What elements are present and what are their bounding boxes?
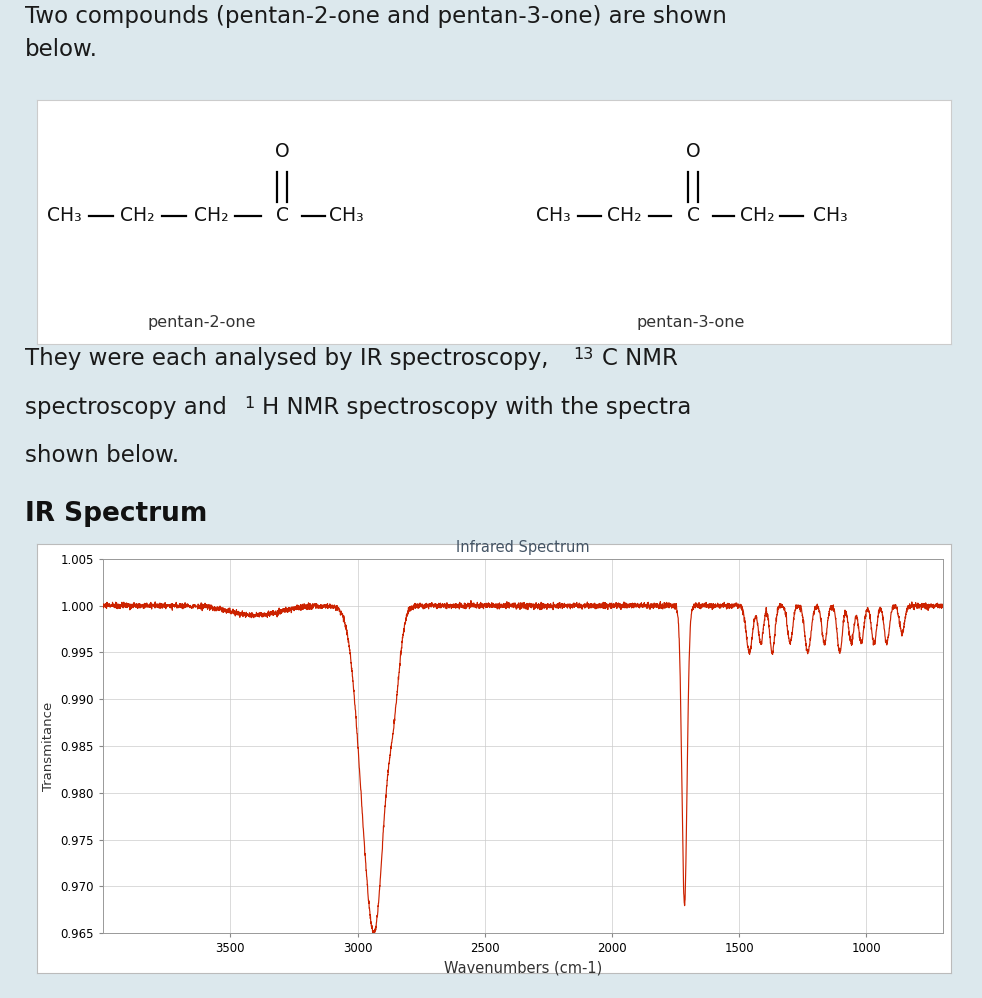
Text: They were each analysed by IR spectroscopy,: They were each analysed by IR spectrosco…	[25, 347, 555, 370]
Text: shown below.: shown below.	[25, 444, 179, 467]
Text: pentan-3-one: pentan-3-one	[636, 315, 744, 330]
Text: CH₂: CH₂	[739, 207, 774, 226]
Text: CH₃: CH₃	[329, 207, 363, 226]
Text: pentan-2-one: pentan-2-one	[147, 315, 256, 330]
Text: C: C	[686, 207, 699, 226]
Title: Infrared Spectrum: Infrared Spectrum	[456, 540, 590, 555]
Text: 1: 1	[245, 395, 255, 410]
Text: O: O	[685, 143, 700, 162]
Text: C: C	[276, 207, 289, 226]
Text: Two compounds (pentan-2-one and pentan-3-one) are shown
below.: Two compounds (pentan-2-one and pentan-3…	[25, 5, 727, 61]
Text: 13: 13	[573, 347, 593, 362]
Text: O: O	[275, 143, 290, 162]
Text: CH₂: CH₂	[193, 207, 228, 226]
Text: CH₂: CH₂	[607, 207, 642, 226]
Text: CH₃: CH₃	[47, 207, 82, 226]
Text: CH₃: CH₃	[813, 207, 847, 226]
Text: CH₂: CH₂	[121, 207, 155, 226]
Text: CH₃: CH₃	[536, 207, 571, 226]
Text: H NMR spectroscopy with the spectra: H NMR spectroscopy with the spectra	[261, 395, 691, 418]
X-axis label: Wavenumbers (cm-1): Wavenumbers (cm-1)	[444, 961, 602, 976]
Text: C NMR: C NMR	[602, 347, 678, 370]
Text: spectroscopy and: spectroscopy and	[25, 395, 234, 418]
Text: IR Spectrum: IR Spectrum	[25, 501, 207, 527]
Y-axis label: Transmitance: Transmitance	[42, 702, 55, 790]
